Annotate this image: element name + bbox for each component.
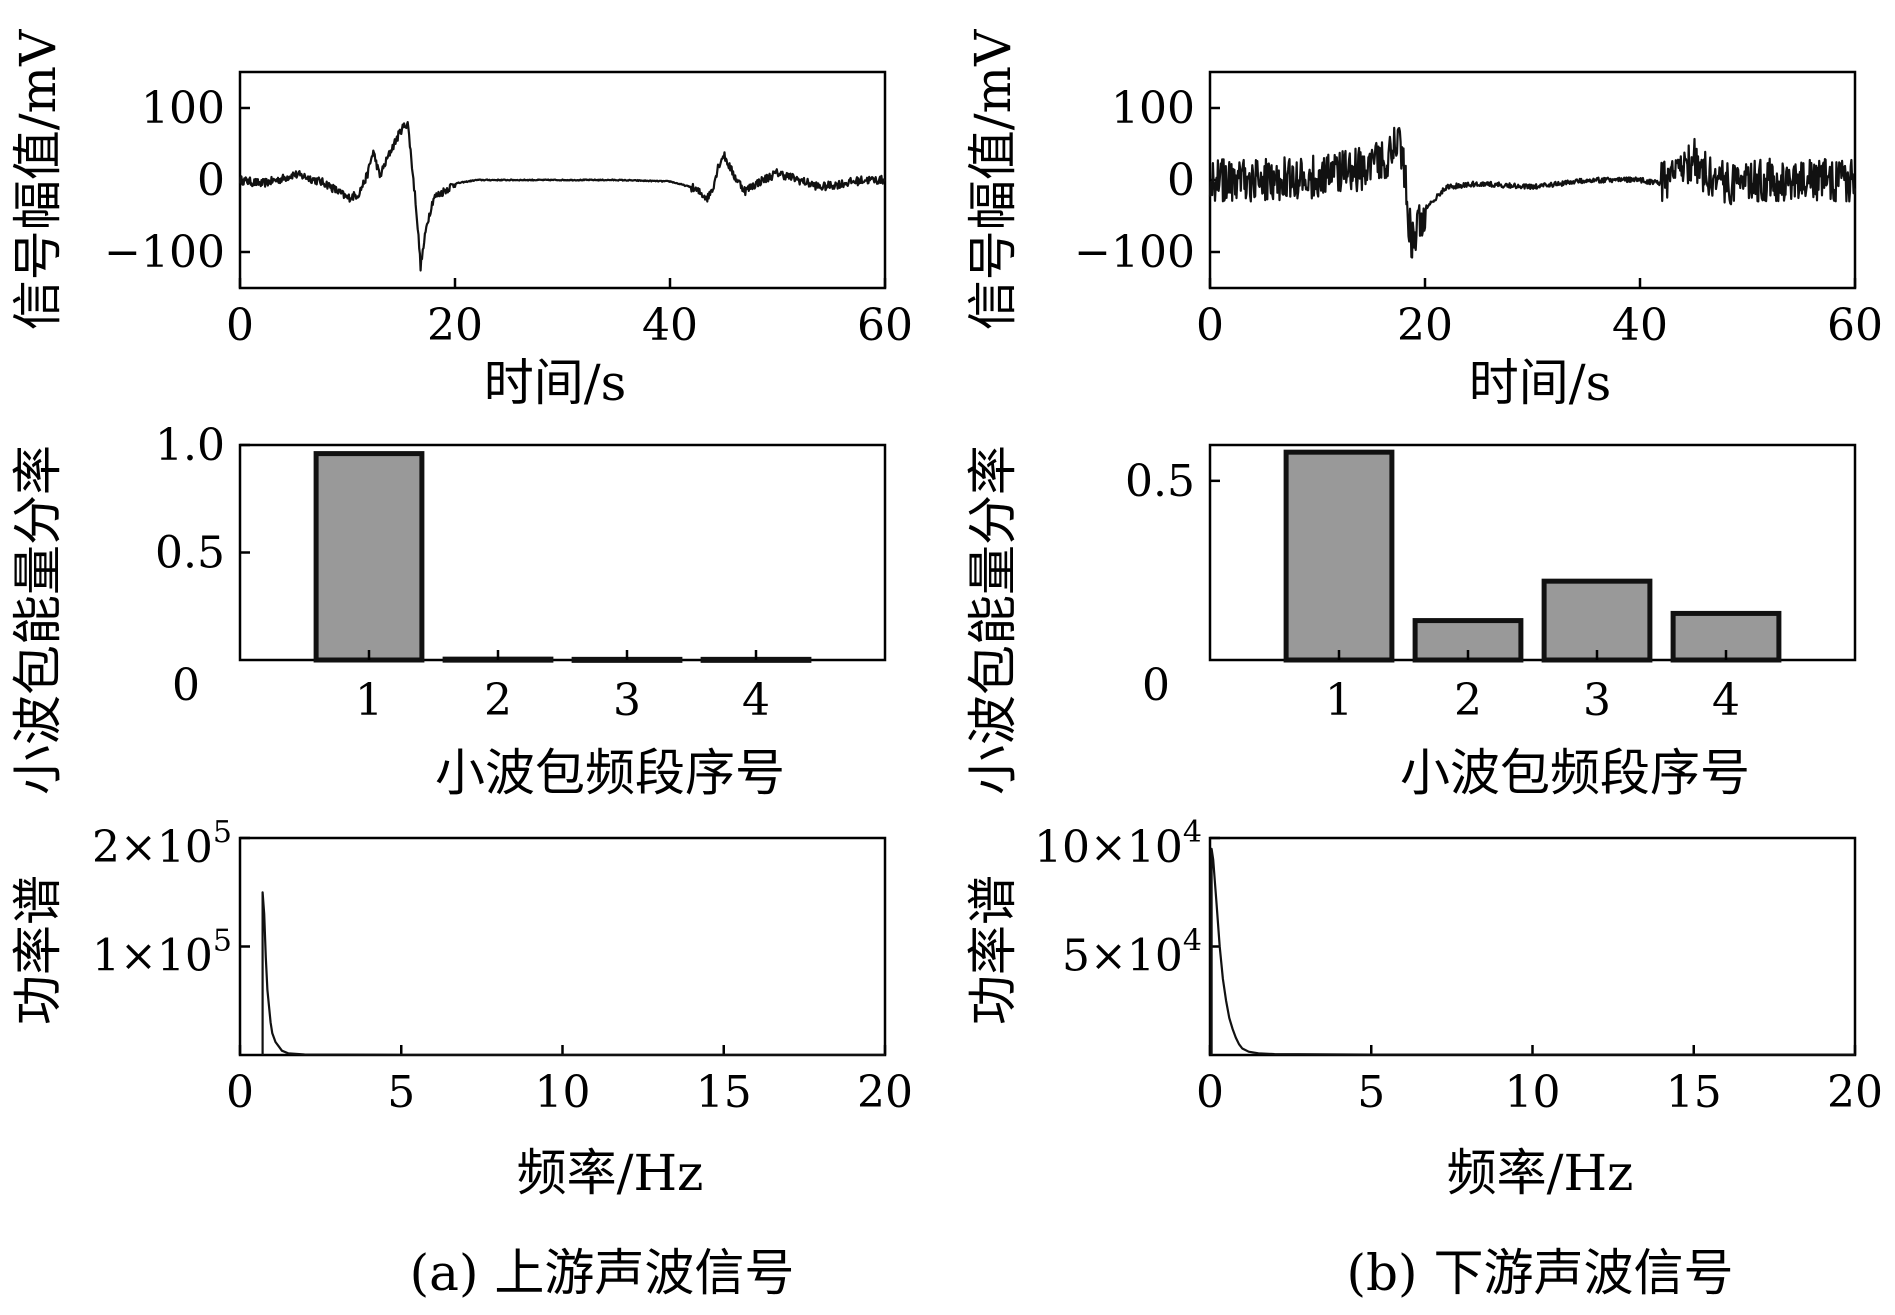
b-signal-series-line: [1208, 126, 1857, 259]
a-signal-x-axis-label: 时间/s: [484, 354, 627, 412]
b-power-x-axis-label: 频率/Hz: [1447, 1144, 1634, 1202]
chart-a-energy: 1.0 0.5 0 1 2 3 4 小波包频段序号 小波包能量分率: [9, 420, 887, 802]
a-energy-y-zero-label: 0: [172, 660, 200, 711]
b-energy-x-tick-label: 2: [1454, 675, 1482, 726]
a-signal-x-tick-label: 0: [226, 300, 254, 351]
a-signal-series-line: [238, 121, 886, 272]
a-signal-y-tick-label: 100: [141, 83, 225, 134]
a-power-x-tick-label: 10: [535, 1067, 591, 1118]
a-power-y-tick-label: 2×105: [92, 815, 232, 873]
b-energy-y-tick-label: 0.5: [1125, 456, 1195, 507]
b-signal-x-axis-label: 时间/s: [1469, 354, 1612, 412]
chart-b-power: 0 5 10 15 20 10×104 5×104 频率/Hz 功率谱: [964, 815, 1883, 1202]
a-signal-x-tick-label: 40: [642, 300, 698, 351]
b-power-x-tick-label: 15: [1666, 1067, 1722, 1118]
b-signal-x-tick-label: 20: [1397, 300, 1453, 351]
a-power-x-tick-label: 5: [387, 1067, 415, 1118]
a-energy-bar-1: [313, 451, 425, 663]
b-power-x-tick-label: 0: [1196, 1067, 1224, 1118]
b-signal-y-tick-label: 0: [1167, 155, 1195, 206]
a-power-x-tick-label: 20: [857, 1067, 913, 1118]
b-signal-y-axis-label: 信号幅值/mV: [964, 29, 1022, 330]
a-signal-y-tick-label: −100: [104, 227, 225, 278]
a-signal-y-tick-label: 0: [197, 155, 225, 206]
b-power-x-tick-label: 20: [1827, 1067, 1883, 1118]
a-energy-x-tick-label: 2: [484, 675, 512, 726]
b-power-y-tick-label: 10×104: [1034, 815, 1202, 873]
b-energy-x-axis-label: 小波包频段序号: [1400, 744, 1750, 802]
a-energy-x-tick-label: 3: [613, 675, 641, 726]
b-energy-bar-1: [1283, 449, 1395, 663]
chart-b-energy: 0.5 0 1 2 3 4 小波包频段序号 小波包能量分率: [964, 443, 1857, 802]
caption-b: (b) 下游声波信号: [1347, 1244, 1734, 1302]
a-power-x-tick-label: 15: [696, 1067, 752, 1118]
b-energy-x-tick-label: 3: [1583, 675, 1611, 726]
b-power-x-tick-label: 5: [1357, 1067, 1385, 1118]
a-power-plot-frame: [238, 836, 887, 1057]
a-energy-x-axis-label: 小波包频段序号: [435, 744, 785, 802]
a-power-y-tick-label: 1×105: [92, 924, 232, 982]
b-power-series-line: [1210, 847, 1855, 1056]
a-power-series-line: [261, 891, 885, 1056]
a-energy-x-tick-label: 4: [742, 675, 770, 726]
b-signal-y-tick-label: −100: [1074, 227, 1195, 278]
a-power-x-axis-label: 频率/Hz: [517, 1144, 704, 1202]
a-power-x-tick-label: 0: [226, 1067, 254, 1118]
b-energy-bar-3: [1541, 578, 1653, 663]
a-signal-x-tick-label: 20: [427, 300, 483, 351]
a-energy-x-tick-label: 1: [355, 675, 383, 726]
b-signal-x-tick-label: 40: [1612, 300, 1668, 351]
a-signal-x-tick-label: 60: [857, 300, 913, 351]
b-signal-y-tick-label: 100: [1111, 83, 1195, 134]
b-energy-x-tick-label: 1: [1325, 675, 1353, 726]
b-power-plot-frame: [1208, 836, 1857, 1057]
b-power-y-axis-label: 功率谱: [964, 875, 1022, 1025]
chart-a-power: 0 5 10 15 20 2×105 1×105 频率/Hz 功率谱: [9, 815, 913, 1202]
b-energy-y-axis-label: 小波包能量分率: [964, 445, 1022, 795]
b-power-x-tick-label: 10: [1505, 1067, 1561, 1118]
a-energy-y-tick-label: 1.0: [155, 420, 225, 471]
b-energy-plot-frame: [1208, 443, 1857, 662]
b-signal-x-tick-label: 60: [1827, 300, 1883, 351]
a-energy-y-axis-label: 小波包能量分率: [9, 445, 67, 795]
b-energy-x-tick-label: 4: [1712, 675, 1740, 726]
a-signal-y-axis-label: 信号幅值/mV: [9, 29, 67, 330]
a-energy-y-tick-label: 0.5: [155, 528, 225, 579]
b-power-y-tick-label: 5×104: [1062, 924, 1202, 982]
b-signal-x-tick-label: 0: [1196, 300, 1224, 351]
caption-a: (a) 上游声波信号: [410, 1244, 795, 1302]
a-power-y-axis-label: 功率谱: [9, 875, 67, 1025]
b-energy-y-zero-label: 0: [1142, 660, 1170, 711]
